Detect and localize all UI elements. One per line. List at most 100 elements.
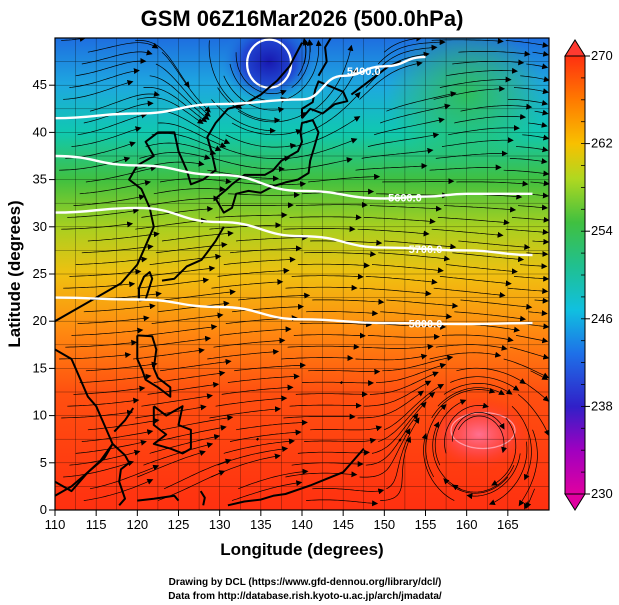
y-tick-label: 10 bbox=[33, 408, 47, 423]
contour-line-5600-0 bbox=[55, 154, 533, 200]
streamline bbox=[384, 240, 457, 250]
streamline bbox=[454, 311, 527, 322]
streamline bbox=[223, 256, 296, 265]
streamline bbox=[299, 91, 361, 136]
x-tick-label: 110 bbox=[45, 517, 66, 532]
streamline bbox=[525, 488, 535, 509]
streamline bbox=[448, 125, 520, 136]
streamline bbox=[135, 404, 207, 419]
streamline bbox=[133, 160, 205, 171]
x-tick-label: 165 bbox=[497, 517, 519, 532]
streamline bbox=[451, 465, 515, 493]
streamline bbox=[369, 371, 439, 395]
streamline bbox=[77, 112, 148, 136]
contour-label: 5400.0 bbox=[347, 66, 381, 78]
streamline bbox=[382, 178, 455, 185]
streamline bbox=[73, 385, 146, 395]
streamline bbox=[359, 287, 432, 297]
streamline bbox=[287, 343, 360, 350]
streamline bbox=[137, 450, 206, 478]
streamline bbox=[235, 52, 287, 96]
colorbar-tick-label: 254 bbox=[591, 223, 613, 238]
streamline bbox=[161, 414, 234, 431]
streamline bbox=[460, 299, 533, 310]
streamline bbox=[229, 429, 302, 442]
streamline bbox=[87, 42, 159, 53]
streamline bbox=[291, 461, 364, 467]
streamline bbox=[159, 358, 232, 372]
y-tick-label: 30 bbox=[33, 219, 47, 234]
streamline bbox=[526, 63, 549, 70]
x-tick-label: 155 bbox=[415, 517, 437, 532]
streamline bbox=[293, 332, 366, 339]
streamline bbox=[380, 103, 451, 124]
streamline bbox=[67, 397, 140, 407]
streamline bbox=[89, 464, 160, 490]
streamline bbox=[513, 87, 549, 95]
streamline bbox=[297, 449, 370, 456]
streamline bbox=[435, 150, 508, 159]
streamline bbox=[431, 387, 496, 419]
streamline bbox=[380, 436, 412, 501]
streamline bbox=[79, 179, 151, 195]
streamline bbox=[85, 361, 158, 372]
streamline bbox=[73, 194, 146, 206]
streamline bbox=[71, 126, 142, 147]
streamline bbox=[223, 438, 295, 454]
streamline bbox=[297, 262, 370, 269]
streamline bbox=[238, 468, 309, 490]
y-tick-label: 15 bbox=[33, 360, 47, 375]
streamline bbox=[231, 480, 303, 501]
streamline bbox=[291, 273, 364, 280]
warm-core-area bbox=[424, 396, 535, 473]
streamline bbox=[505, 40, 549, 48]
streamline bbox=[63, 80, 134, 100]
y-tick-label: 20 bbox=[33, 313, 47, 328]
contour-label: 5700.0 bbox=[409, 244, 443, 256]
streamline bbox=[367, 132, 440, 147]
streamline bbox=[365, 51, 430, 88]
streamline bbox=[161, 230, 234, 242]
streamline bbox=[532, 238, 549, 245]
streamline bbox=[432, 421, 461, 490]
credit-drawing: Drawing by DCL (https://www.gfd-dennou.o… bbox=[169, 577, 442, 588]
streamline bbox=[149, 75, 210, 121]
streamline bbox=[208, 40, 243, 109]
streamline bbox=[431, 228, 504, 238]
coastline-segment bbox=[137, 494, 180, 502]
streamline bbox=[211, 99, 276, 134]
streamline bbox=[221, 384, 294, 395]
streamline bbox=[83, 478, 154, 501]
streamline bbox=[221, 202, 294, 209]
streamline bbox=[377, 39, 446, 65]
streamline bbox=[151, 312, 224, 324]
streamline bbox=[517, 394, 549, 437]
streamline bbox=[534, 297, 549, 304]
streamline bbox=[149, 253, 222, 265]
streamline bbox=[518, 429, 538, 507]
y-tick-label: 5 bbox=[40, 455, 47, 470]
streamline bbox=[231, 303, 304, 313]
streamline bbox=[63, 460, 134, 478]
x-tick-label: 150 bbox=[373, 517, 395, 532]
x-tick-label: 120 bbox=[126, 517, 148, 532]
streamline bbox=[209, 406, 281, 419]
streamline bbox=[69, 449, 141, 466]
streamline bbox=[528, 310, 548, 317]
streamline bbox=[75, 58, 147, 77]
contour-line-5800-0 bbox=[55, 296, 533, 326]
y-tick-label: 40 bbox=[33, 124, 47, 139]
streamline bbox=[231, 122, 303, 136]
streamline bbox=[384, 38, 423, 53]
streamline bbox=[213, 158, 285, 173]
streamline bbox=[135, 39, 190, 88]
streamline bbox=[365, 413, 419, 466]
y-tick-label: 35 bbox=[33, 172, 47, 187]
streamline bbox=[135, 217, 207, 230]
colorbar-tick-label: 238 bbox=[591, 398, 613, 413]
streamline bbox=[155, 424, 227, 442]
streamline bbox=[357, 390, 425, 419]
streamline bbox=[153, 370, 226, 383]
streamline bbox=[433, 85, 506, 100]
